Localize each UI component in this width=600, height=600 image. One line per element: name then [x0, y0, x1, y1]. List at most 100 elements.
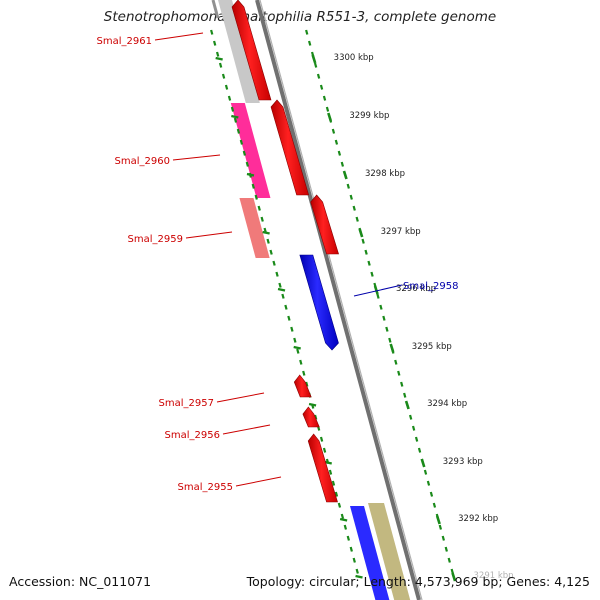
- inner-tick-dot: [293, 337, 297, 343]
- major-tick: [404, 400, 410, 410]
- outer-tick-dot: [441, 535, 445, 541]
- accession-label: Accession: NC_011071: [9, 574, 152, 589]
- outer-tick-dot: [361, 238, 365, 244]
- outer-tick-dot: [367, 260, 371, 266]
- inner-tick-dot: [215, 51, 220, 57]
- gene-leader-line: [185, 231, 233, 239]
- inner-tick-dot: [275, 271, 279, 277]
- genome-title: Stenotrophomonas maltophilia R551-3, com…: [103, 9, 497, 25]
- inner-tick-dot: [245, 161, 250, 167]
- outer-tick-dot: [397, 370, 401, 376]
- scale-tick-label: 3293 kbp: [443, 457, 483, 467]
- outer-tick-dot: [305, 29, 309, 35]
- gene-label: Smal_2958: [403, 281, 458, 292]
- outer-tick-dot: [355, 216, 359, 222]
- blast-band-segment: [350, 506, 390, 600]
- outer-tick-dot: [322, 95, 327, 101]
- inner-tick-dot: [340, 513, 345, 519]
- genome-summary-label: Topology: circular; Length: 4,573,969 bp…: [246, 574, 590, 589]
- gene-leader-line: [235, 476, 282, 487]
- major-tick: [373, 285, 379, 295]
- outer-tick-dot: [400, 381, 404, 387]
- inner-tick-dot: [302, 370, 306, 376]
- inner-tick-dot: [334, 491, 339, 497]
- inner-tick-dot: [284, 304, 288, 310]
- inner-tick-dot: [242, 150, 247, 156]
- outer-tick-dot: [352, 205, 356, 211]
- inner-tick-dot: [210, 29, 214, 35]
- backbone-layer: [211, 0, 423, 600]
- inner-tick-dot: [224, 84, 229, 90]
- inner-major-tick: [293, 345, 301, 350]
- scale-tick-label: 3298 kbp: [365, 169, 405, 179]
- outer-tick-dot: [364, 249, 368, 255]
- gene-arrow: [302, 406, 320, 428]
- scale-tick-label: 3297 kbp: [381, 227, 421, 237]
- gene-arrow: [231, 0, 272, 101]
- inner-tick-dot: [337, 502, 342, 508]
- inner-tick-dot: [287, 315, 291, 321]
- gene-leader-line: [216, 392, 265, 403]
- outer-tick-dot: [417, 447, 422, 453]
- outer-tick-dot: [423, 469, 428, 475]
- outer-tick-dot: [394, 359, 398, 365]
- inner-major-tick: [324, 460, 332, 465]
- outer-tick-dot: [346, 183, 350, 189]
- outer-tick-dot: [376, 293, 380, 299]
- outer-tick-dot: [308, 40, 312, 46]
- inner-tick-dot: [266, 238, 270, 244]
- major-tick: [451, 572, 457, 582]
- blast-band-segment: [368, 503, 411, 600]
- label-layer: Smal_2961 Smal_2960 Smal_2959 Smal_2958 Smal…: [97, 32, 458, 493]
- inner-tick-dot: [269, 249, 273, 255]
- blast-band-segment: [218, 0, 260, 103]
- major-tick: [311, 54, 317, 64]
- gene-arrow: [270, 99, 310, 196]
- inner-tick-dot: [278, 282, 282, 288]
- inner-tick-dot: [296, 348, 300, 354]
- gene-arrow: [310, 194, 339, 255]
- gene-label: Smal_2961: [97, 36, 152, 47]
- gene-label: Smal_2960: [115, 156, 170, 167]
- inner-tick-dot: [349, 546, 353, 552]
- gene-label: Smal_2959: [128, 234, 183, 245]
- outer-tick-dot: [403, 392, 407, 398]
- inner-tick-dot: [230, 106, 235, 112]
- inner-major-tick: [246, 172, 255, 177]
- inner-major-tick: [308, 402, 317, 407]
- inner-tick-dot: [328, 469, 333, 475]
- outer-tick-dot: [411, 425, 416, 431]
- inner-major-tick: [277, 287, 286, 292]
- outer-tick-dot: [334, 139, 339, 145]
- backbone-line: [255, 0, 421, 600]
- gene-arrow: [293, 374, 312, 398]
- outer-tick-dot: [319, 84, 324, 90]
- inner-tick-dot: [218, 62, 223, 68]
- scale-tick-label: 3299 kbp: [349, 111, 389, 121]
- inner-tick-dot: [251, 183, 255, 189]
- outer-tick-dot: [447, 557, 451, 563]
- inner-tick-dot: [281, 293, 285, 299]
- gene-label: Smal_2955: [178, 482, 233, 493]
- blast-band-segment: [239, 198, 270, 258]
- inner-tick-dot: [227, 95, 232, 101]
- outer-tick-dot: [331, 128, 336, 134]
- outer-tick-dot: [379, 304, 383, 310]
- inner-tick-dot: [299, 359, 303, 365]
- major-tick: [389, 343, 395, 353]
- outer-tick-dot: [444, 546, 448, 552]
- inner-tick-dot: [260, 216, 264, 222]
- outer-tick-dot: [388, 337, 392, 343]
- inner-tick-dot: [233, 117, 238, 123]
- scale-tick-label: 3291 kbp: [474, 571, 514, 581]
- scale-tick-label: 3296 kbp: [396, 284, 436, 294]
- gene-leader-line: [222, 424, 271, 435]
- blast-band-segment: [230, 103, 271, 198]
- outer-tick-dot: [385, 326, 389, 332]
- inner-major-tick: [215, 56, 223, 61]
- inner-tick-dot: [331, 480, 336, 486]
- outer-tick-dot: [432, 502, 437, 508]
- outer-tick-dot: [426, 480, 431, 486]
- backbone-highlight: [259, 0, 423, 600]
